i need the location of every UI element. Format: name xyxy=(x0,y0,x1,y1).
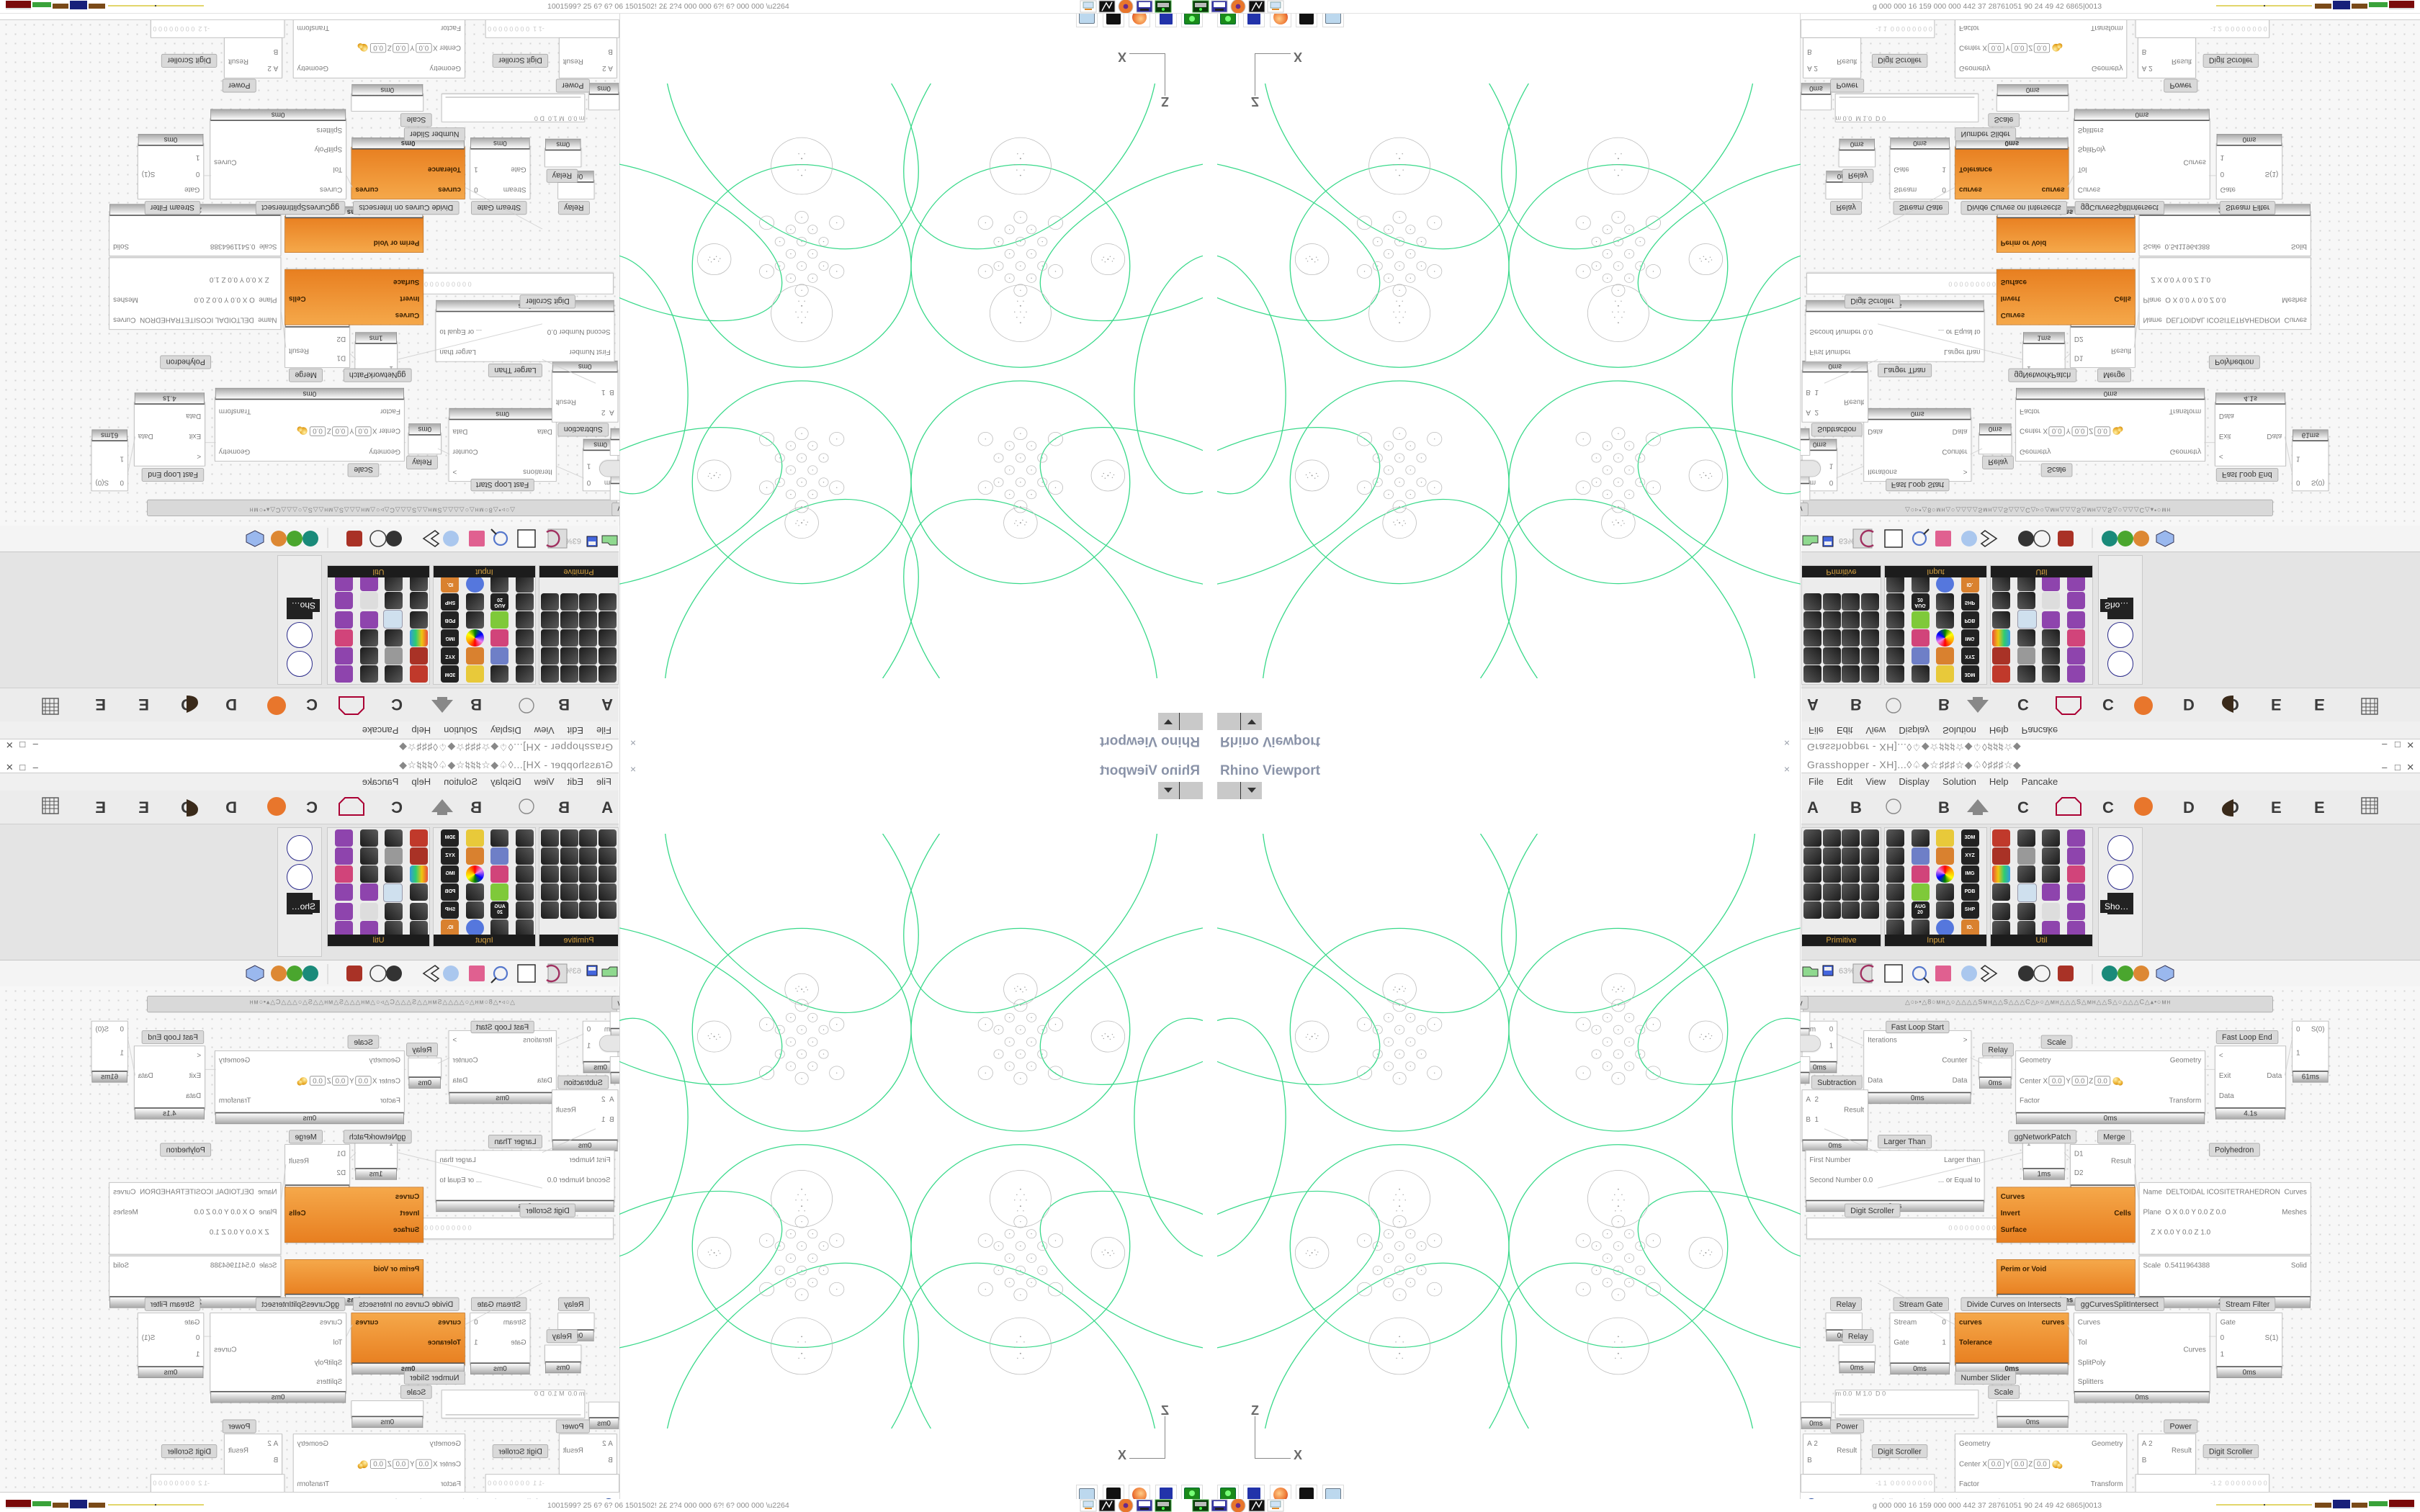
svg-text:E: E xyxy=(138,798,149,816)
svg-text:E: E xyxy=(2271,798,2282,816)
svg-text:63%: 63% xyxy=(565,967,581,976)
svg-text:B: B xyxy=(558,798,570,816)
svg-text:1001599? 25 6? 6? 06 1501502!: 1001599? 25 6? 6? 06 1501502! 2£ 2?4 000… xyxy=(547,1501,789,1510)
svg-text:E: E xyxy=(2314,696,2325,714)
svg-text:D: D xyxy=(2183,798,2195,816)
svg-text:E: E xyxy=(95,798,106,816)
svg-text:C: C xyxy=(2017,696,2029,714)
svg-text:C: C xyxy=(2017,798,2029,816)
svg-text:D: D xyxy=(2183,696,2195,714)
svg-text:g 000 000 16 159 000 000 442 3: g 000 000 16 159 000 000 442 37 28761051… xyxy=(1873,1501,2102,1510)
svg-text:D: D xyxy=(225,798,237,816)
svg-text:E: E xyxy=(138,696,149,714)
svg-text:E: E xyxy=(2271,696,2282,714)
svg-text:B: B xyxy=(1938,798,1950,816)
svg-text:C: C xyxy=(391,798,403,816)
svg-text:A: A xyxy=(1807,696,1819,714)
svg-text:C: C xyxy=(306,696,318,714)
svg-text:D: D xyxy=(225,696,237,714)
svg-text:63%: 63% xyxy=(1839,536,1855,545)
svg-text:C: C xyxy=(2102,798,2114,816)
svg-text:1001599? 25 6? 6? 06 1501502!: 1001599? 25 6? 6? 06 1501502! 2£ 2?4 000… xyxy=(547,2,789,11)
svg-text:A: A xyxy=(601,696,613,714)
svg-text:C: C xyxy=(391,696,403,714)
svg-text:A: A xyxy=(601,798,613,816)
svg-text:C: C xyxy=(2102,696,2114,714)
svg-text:C: C xyxy=(306,798,318,816)
svg-text:A: A xyxy=(1807,798,1819,816)
svg-text:B: B xyxy=(470,798,482,816)
svg-text:63%: 63% xyxy=(565,536,581,545)
svg-text:E: E xyxy=(95,696,106,714)
svg-text:B: B xyxy=(1938,696,1950,714)
svg-text:g 000 000 16 159 000 000 442 3: g 000 000 16 159 000 000 442 37 28761051… xyxy=(1873,2,2102,11)
svg-text:B: B xyxy=(1850,798,1862,816)
svg-text:B: B xyxy=(1850,696,1862,714)
svg-text:63%: 63% xyxy=(1839,967,1855,976)
svg-text:B: B xyxy=(558,696,570,714)
svg-text:B: B xyxy=(470,696,482,714)
svg-text:E: E xyxy=(2314,798,2325,816)
